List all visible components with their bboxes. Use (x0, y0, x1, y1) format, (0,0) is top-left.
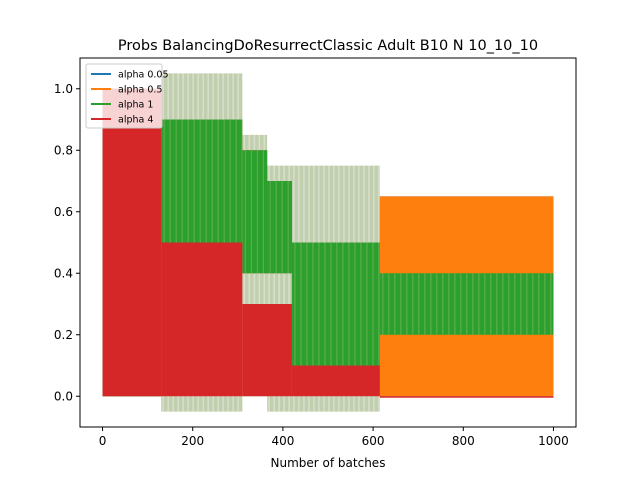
legend: alpha 0.05 alpha 0.5 alpha 1 alpha 4 (85, 63, 169, 129)
y-tick-label: 0.6 (54, 205, 73, 219)
y-tick-label: 0.8 (54, 143, 73, 157)
y-tick-label: 0.0 (54, 389, 73, 403)
legend-label: alpha 1 (118, 100, 153, 111)
series-layer (102, 88, 554, 398)
series-segment (161, 242, 243, 397)
x-axis: 0 200 400 600 800 1000 (99, 427, 569, 448)
legend-label: alpha 0.5 (118, 85, 162, 96)
x-tick-label: 800 (452, 434, 475, 448)
chart-title: Probs BalancingDoResurrectClassic Adult … (118, 38, 538, 54)
series-segment (102, 88, 162, 397)
y-axis: 0.0 0.2 0.4 0.6 0.8 1.0 (54, 82, 80, 403)
y-tick-label: 0.4 (54, 266, 73, 280)
x-axis-label: Number of batches (271, 456, 386, 470)
series-alpha-4 (102, 88, 554, 398)
y-tick-label: 0.2 (54, 328, 73, 342)
y-tick-label: 1.0 (54, 82, 73, 96)
legend-items: alpha 0.05 alpha 0.5 alpha 1 alpha 4 (91, 70, 169, 126)
series-segment (242, 304, 292, 397)
x-tick-label: 1000 (538, 434, 569, 448)
legend-label: alpha 0.05 (118, 70, 169, 81)
x-tick-label: 0 (99, 434, 107, 448)
series-segment (379, 396, 554, 398)
series-segment (291, 365, 380, 397)
x-tick-label: 200 (181, 434, 204, 448)
plot-frame (79, 57, 577, 428)
series-segment (161, 119, 243, 243)
x-tick-label: 600 (362, 434, 385, 448)
legend-label: alpha 4 (118, 115, 153, 126)
legend-box (85, 63, 163, 129)
x-tick-label: 400 (271, 434, 294, 448)
